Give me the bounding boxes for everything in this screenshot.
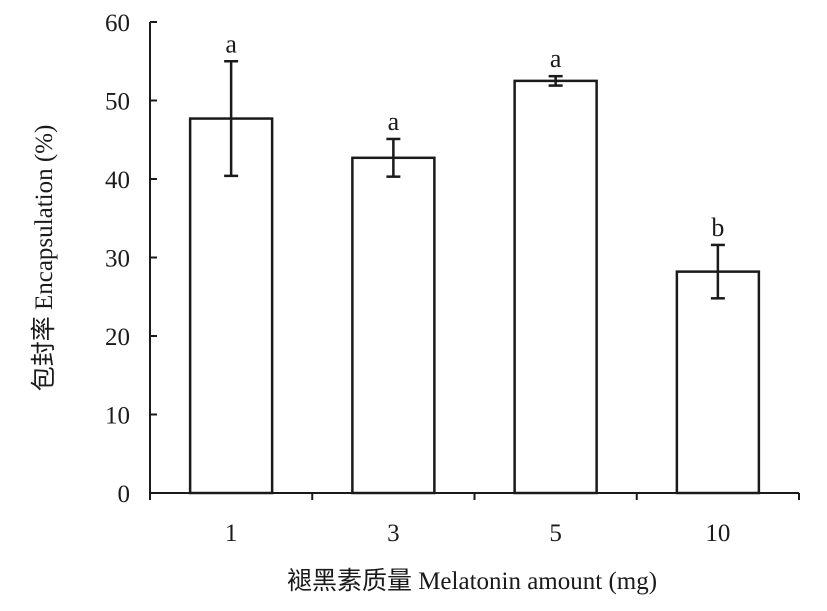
bar	[188, 117, 274, 495]
x-axis-title: 褪黑素质量 Melatonin amount (mg)	[287, 567, 657, 595]
bar	[513, 79, 598, 495]
y-tick-label: 40	[105, 167, 130, 194]
bar	[351, 156, 436, 495]
y-tick-label: 50	[105, 89, 130, 116]
x-tick-label: 10	[705, 520, 730, 547]
x-tick-label: 5	[549, 520, 562, 547]
x-tick-label: 3	[387, 520, 400, 547]
y-tick-label: 30	[105, 246, 130, 273]
significance-label: a	[388, 107, 400, 136]
bar	[675, 270, 761, 495]
y-axis-title: 包封率 Encapsulation (%)	[30, 125, 58, 392]
y-tick-label: 20	[105, 324, 130, 351]
significance-label: a	[550, 44, 562, 73]
chart-marks: 0 10 20 30 40 50 60 a 1 a 3 a 5 b 10	[105, 10, 800, 547]
significance-label: b	[711, 213, 724, 242]
y-tick-label: 0	[118, 481, 131, 508]
y-tick-label: 10	[105, 403, 130, 430]
significance-label: a	[225, 29, 237, 58]
x-tick-label: 1	[225, 520, 238, 547]
y-tick-label: 60	[105, 10, 130, 37]
